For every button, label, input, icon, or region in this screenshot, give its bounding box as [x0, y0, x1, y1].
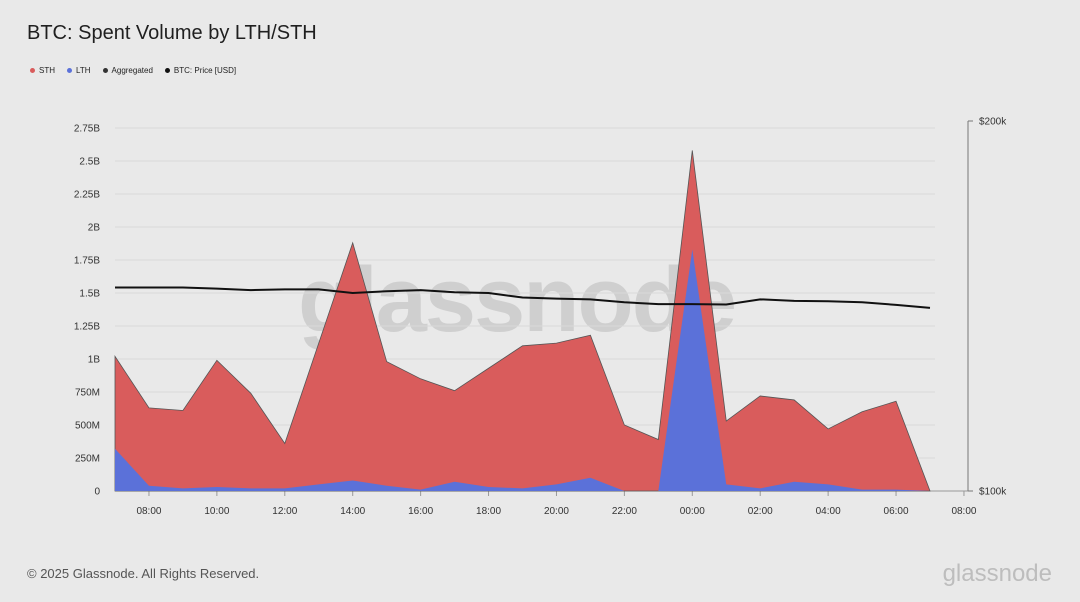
y-tick-label: 2.5B: [79, 157, 100, 168]
x-tick-label: 16:00: [408, 506, 433, 517]
x-tick-label: 18:00: [476, 506, 501, 517]
y-tick-label: 2B: [88, 223, 101, 234]
y-tick-label: 1.25B: [74, 322, 100, 333]
footer-logo: glassnode: [942, 560, 1052, 587]
chart-title: BTC: Spent Volume by LTH/STH: [27, 22, 317, 44]
x-tick-label: 14:00: [340, 506, 365, 517]
sth-area: [114, 150, 931, 492]
y-tick-label: 1.5B: [79, 289, 100, 300]
legend-dot-aggregated: [102, 68, 108, 73]
copyright-text: © 2025 Glassnode. All Rights Reserved.: [27, 566, 260, 581]
legend-label-price: BTC: Price [USD]: [173, 66, 237, 75]
y-tick-label: 2.75B: [74, 124, 100, 135]
legend-label-sth: STH: [39, 66, 55, 75]
legend-dot-price: [164, 68, 170, 73]
legend-item-price[interactable]: BTC: Price [USD]: [164, 66, 237, 75]
y-tick-label: 250M: [75, 454, 100, 465]
chart-legend: STH LTH Aggregated BTC: Price [USD]: [30, 66, 236, 75]
legend-item-sth[interactable]: STH: [30, 66, 55, 75]
y-tick-label: 1.75B: [74, 256, 100, 267]
legend-dot-sth: [30, 68, 35, 73]
y-tick-label: 2.25B: [74, 190, 100, 201]
x-tick-label: 22:00: [612, 506, 637, 517]
y-tick-label: 500M: [75, 421, 100, 432]
x-tick-label: 20:00: [544, 506, 569, 517]
right-tick-label: $100k: [979, 487, 1007, 498]
x-tick-label: 08:00: [951, 506, 976, 517]
y-tick-label: 750M: [75, 388, 100, 399]
x-tick-label: 04:00: [816, 506, 841, 517]
x-tick-label: 00:00: [680, 506, 705, 517]
legend-dot-lth: [67, 68, 72, 73]
x-tick-label: 08:00: [136, 506, 161, 517]
price-line: [115, 286, 931, 309]
legend-item-aggregated[interactable]: Aggregated: [102, 66, 153, 75]
legend-label-aggregated: Aggregated: [111, 66, 153, 75]
legend-label-lth: LTH: [76, 66, 91, 75]
x-tick-label: 06:00: [884, 506, 909, 517]
x-tick-label: 10:00: [204, 506, 229, 517]
x-tick-label: 12:00: [272, 506, 297, 517]
legend-item-lth[interactable]: LTH: [67, 66, 91, 75]
y-tick-label: 0: [94, 487, 100, 498]
x-tick-label: 02:00: [748, 506, 773, 517]
y-tick-label: 1B: [88, 355, 101, 366]
right-tick-label: $200k: [979, 117, 1007, 128]
